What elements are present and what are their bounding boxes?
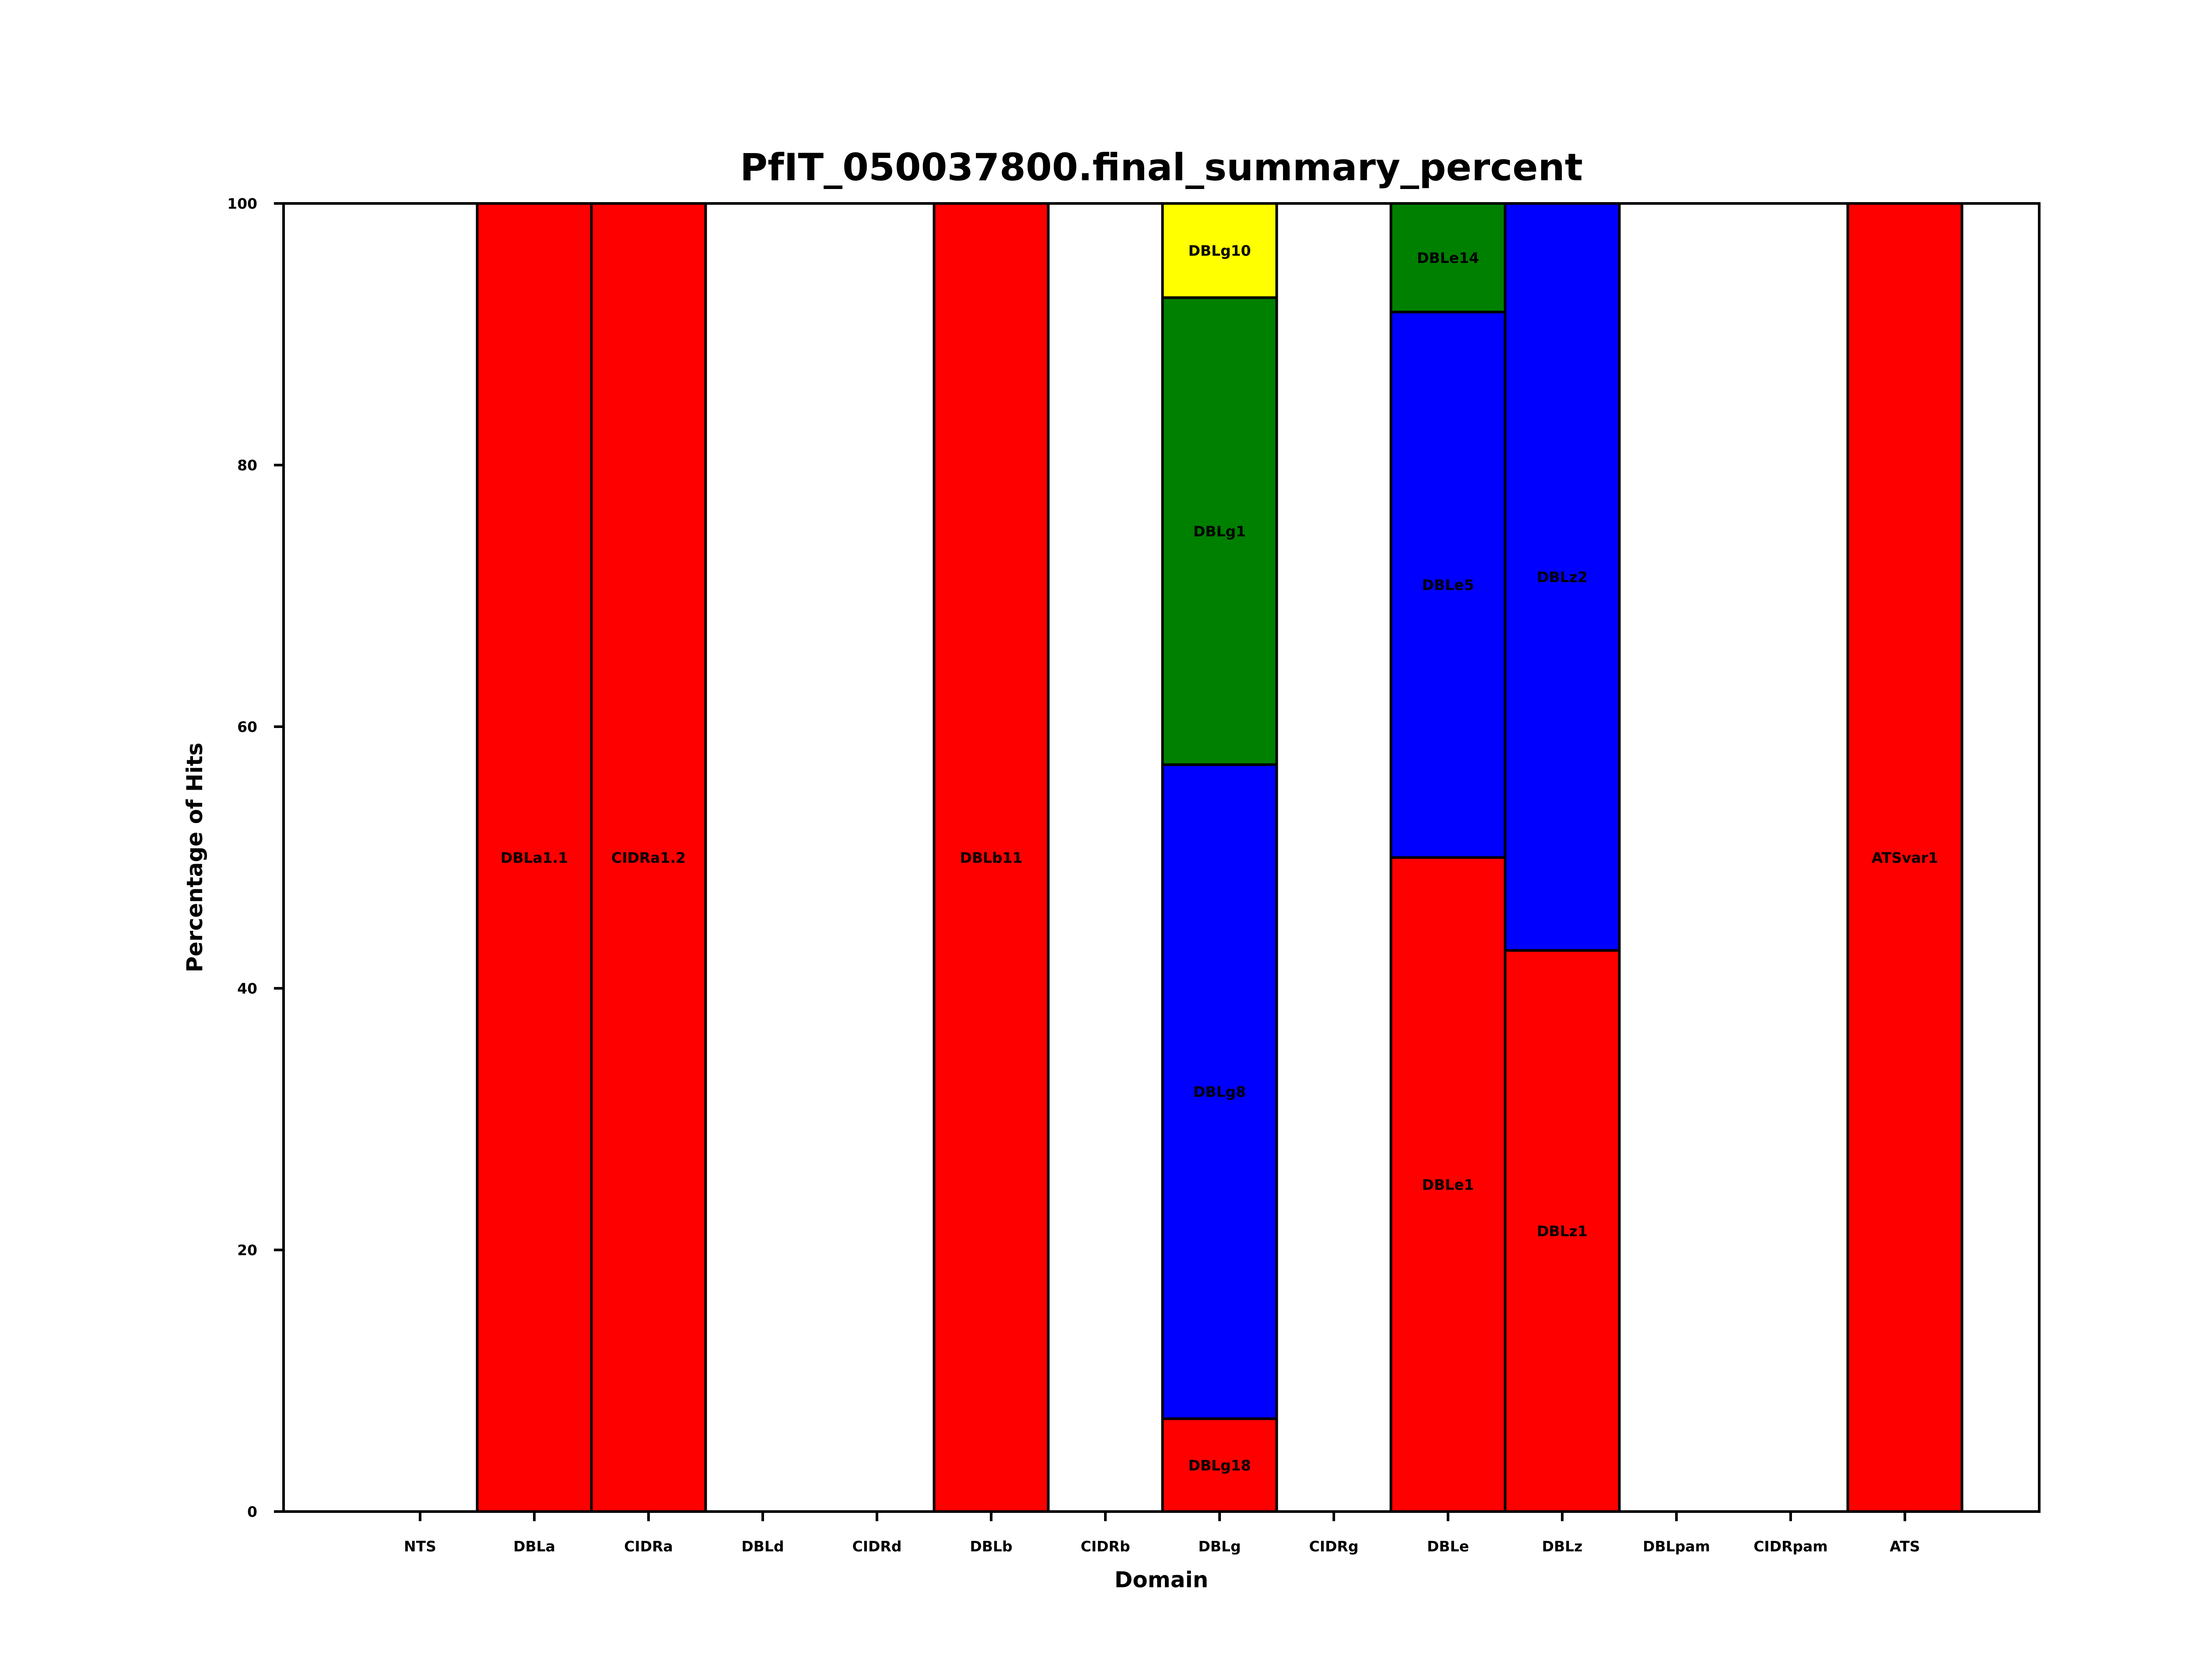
x-tick-label-dbld: DBLd <box>741 1538 784 1555</box>
x-tick-label-dblb: DBLb <box>970 1538 1012 1555</box>
bars-layer: DBLa1.1 CIDRa1.2 DBLb11 DBLg18 DBLg8 DBLg1 DBL… <box>363 202 1964 1513</box>
segment-label-dble1: DBLe1 <box>1422 1176 1474 1194</box>
bar-segment-dblb11 <box>933 202 1050 1513</box>
bar-segment-dblz2 <box>1504 202 1621 952</box>
x-tick-label-cidrpam: CIDRpam <box>1753 1538 1828 1555</box>
segment-label-dblb11: DBLb11 <box>960 849 1022 866</box>
bar-segment-dblg1 <box>1161 296 1278 766</box>
segment-label-dblg1: DBLg1 <box>1193 523 1246 540</box>
segment-label-dble5: DBLe5 <box>1422 577 1474 594</box>
x-tick-label-dbla: DBLa <box>513 1538 555 1555</box>
x-tick-label-cidrg: CIDRg <box>1309 1538 1359 1555</box>
x-tick-label-cidra: CIDRa <box>624 1538 673 1555</box>
segment-label-dblg18: DBLg18 <box>1188 1457 1251 1474</box>
y-axis: 0 20 40 60 80 100 <box>227 195 284 1520</box>
y-tick-label: 20 <box>237 1242 257 1259</box>
x-tick-label-dblg: DBLg <box>1198 1538 1241 1555</box>
segment-label-atsvar1: ATSvar1 <box>1872 849 1938 866</box>
bar-segment-dble5 <box>1389 311 1507 859</box>
bar-segment-dblg18 <box>1161 1417 1278 1513</box>
segment-label-dblg10: DBLg10 <box>1188 242 1251 259</box>
bar-segment-dblg10 <box>1161 202 1278 299</box>
x-tick-label-dblpam: DBLpam <box>1643 1538 1710 1555</box>
bar-segment-dblz1 <box>1504 949 1621 1513</box>
bar-segment-dblg8 <box>1161 763 1278 1420</box>
segment-label-dble14: DBLe14 <box>1417 249 1479 266</box>
x-axis: NTS DBLa CIDRa DBLd CIDRd DBLb CIDRb DBLg CIDRg D… <box>404 1512 1920 1555</box>
y-tick-label: 100 <box>227 195 257 212</box>
x-tick-label-cidrd: CIDRd <box>852 1538 902 1555</box>
x-tick-label-cidrb: CIDRb <box>1081 1538 1130 1555</box>
y-axis-label: Percentage of Hits <box>182 742 207 972</box>
x-tick-label-ats: ATS <box>1890 1538 1920 1555</box>
segment-label-dblz2: DBLz2 <box>1537 569 1588 586</box>
segment-label-dblz1: DBLz1 <box>1537 1223 1588 1240</box>
x-tick-label-nts: NTS <box>404 1538 436 1555</box>
x-tick-label-dble: DBLe <box>1427 1538 1469 1555</box>
axes-layer <box>282 202 2041 1513</box>
y-tick-label: 60 <box>237 718 257 735</box>
segment-label-dbla1-1: DBLa1.1 <box>501 849 568 866</box>
plot-frame <box>282 202 2041 1513</box>
x-axis-label: Domain <box>1115 1567 1208 1592</box>
bar-segment-cidra1-2 <box>590 202 707 1513</box>
segment-label-cidra1-2: CIDRa1.2 <box>611 849 686 866</box>
segment-label-dblg8: DBLg8 <box>1193 1083 1246 1100</box>
x-tick-label-dblz: DBLz <box>1542 1538 1583 1555</box>
y-tick-label: 40 <box>237 980 257 997</box>
y-tick-label: 80 <box>237 457 257 474</box>
chart-title: PfIT_050037800.final_summary_percent <box>740 146 1583 189</box>
y-tick-label: 0 <box>247 1503 257 1520</box>
bar-segment-atsvar1 <box>1846 202 1964 1513</box>
